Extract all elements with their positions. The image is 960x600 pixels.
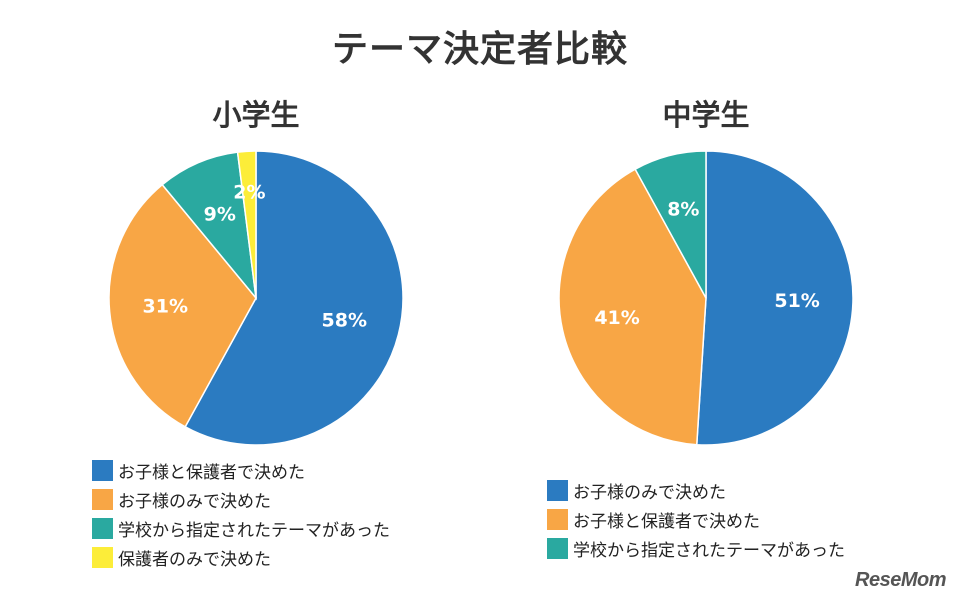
elementary-slice-label-1: 31%: [143, 296, 188, 318]
junior-high-legend-label-1: お子様と保護者で決めた: [573, 512, 760, 532]
elementary-legend-label-0: お子様と保護者で決めた: [118, 463, 305, 483]
elementary-legend-swatch-0: [92, 460, 113, 481]
junior-high-pie-chart: 51% 41% 8%: [558, 150, 854, 446]
elementary-pie-chart: 58% 31% 9%2%: [108, 150, 404, 446]
junior-high-slice-label-1: 41%: [594, 307, 639, 329]
junior-high-legend-item-2: 学校から指定されたテーマがあった: [547, 534, 845, 563]
elementary-legend-item-2: 学校から指定されたテーマがあった: [92, 514, 390, 543]
elementary-legend-item-1: お子様のみで決めた: [92, 485, 390, 514]
junior-high-slice-1: [558, 168, 707, 446]
elementary-legend-swatch-1: [92, 489, 113, 510]
elementary-slice-label-3: 2%: [233, 181, 265, 203]
elementary-slice-3: [236, 150, 257, 299]
elementary-chart-title: 小学生: [212, 98, 300, 132]
junior-high-slice-label-2: 8%: [667, 199, 699, 221]
elementary-slice-0: [184, 150, 404, 446]
elementary-legend: お子様と保護者で決めた お子様のみで決めた学校から指定されたテーマがあった 保護者の…: [92, 456, 390, 572]
junior-high-slice-2: [634, 150, 707, 299]
elementary-slice-label-0: 58%: [322, 310, 367, 332]
elementary-legend-swatch-2: [92, 518, 113, 539]
elementary-legend-item-0: お子様と保護者で決めた: [92, 456, 390, 485]
junior-high-legend-label-0: お子様のみで決めた: [573, 483, 726, 503]
junior-high-slice-0: [695, 150, 854, 446]
junior-high-legend-item-1: お子様と保護者で決めた: [547, 505, 845, 534]
resemom-logo: ReseMom: [855, 569, 946, 591]
elementary-legend-swatch-3: [92, 547, 113, 568]
elementary-slice-1: [108, 183, 257, 428]
elementary-legend-item-3: 保護者のみで決めた: [92, 543, 390, 572]
junior-high-legend-swatch-2: [547, 538, 568, 559]
page-title: テーマ決定者比較: [331, 29, 628, 70]
junior-high-legend-label-2: 学校から指定されたテーマがあった: [573, 541, 845, 561]
elementary-slice-label-2: 9%: [204, 203, 236, 225]
elementary-legend-label-2: 学校から指定されたテーマがあった: [118, 521, 390, 541]
junior-high-chart-title: 中学生: [662, 98, 750, 132]
junior-high-legend-item-0: お子様のみで決めた: [547, 476, 845, 505]
junior-high-slice-label-0: 51%: [774, 290, 819, 312]
junior-high-legend-swatch-1: [547, 509, 568, 530]
elementary-legend-label-3: 保護者のみで決めた: [118, 550, 271, 570]
junior-high-legend-swatch-0: [547, 480, 568, 501]
junior-high-legend: お子様のみで決めたお子様と保護者で決めた学校から指定されたテーマがあった: [547, 476, 845, 563]
elementary-legend-label-1: お子様のみで決めた: [118, 492, 271, 512]
elementary-slice-2: [161, 151, 258, 301]
